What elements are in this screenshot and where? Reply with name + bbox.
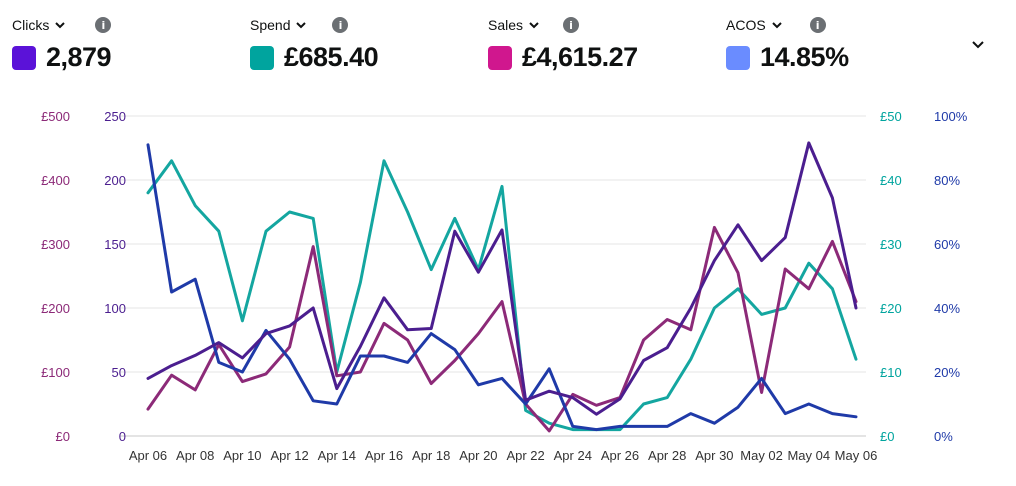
metric-label[interactable]: Clicks: [12, 17, 50, 33]
x-axis-tick-label: May 06: [835, 448, 878, 463]
chevron-down-icon[interactable]: [296, 20, 307, 30]
metric-header[interactable]: Spend i: [250, 14, 470, 36]
x-axis-tick-label: Apr 06: [129, 448, 167, 463]
x-axis-tick-label: Apr 30: [695, 448, 733, 463]
metric-header[interactable]: Sales i: [488, 14, 708, 36]
clicks-axis-tick-label: 250: [104, 109, 126, 124]
chevron-down-icon[interactable]: [771, 20, 782, 30]
metric-value: 14.85%: [760, 42, 849, 72]
x-axis-tick-label: Apr 10: [223, 448, 261, 463]
sales-axis-tick-label: £300: [41, 237, 70, 252]
acos-axis-tick-label: 60%: [934, 237, 960, 252]
metric-label[interactable]: Spend: [250, 17, 291, 33]
info-icon[interactable]: i: [563, 17, 580, 33]
metric-label[interactable]: ACOS: [726, 17, 766, 33]
clicks-axis-tick-label: 150: [104, 237, 126, 252]
clicks-axis-tick-label: 200: [104, 173, 126, 188]
sales-axis-tick-label: £500: [41, 109, 70, 124]
x-axis-tick-label: Apr 18: [412, 448, 450, 463]
chevron-down-icon[interactable]: [529, 20, 539, 30]
metric-acos: ACOS i 14.85%: [726, 14, 946, 73]
acos-axis-tick-label: 80%: [934, 173, 960, 188]
spend-axis-tick-label: £50: [880, 109, 902, 124]
info-icon[interactable]: i: [332, 17, 349, 33]
spend-axis-tick-label: £20: [880, 301, 902, 316]
sales-axis-tick-label: £100: [41, 365, 70, 380]
acos-axis-tick-label: 20%: [934, 365, 960, 380]
series-line-acos: [146, 143, 858, 432]
spend-axis-tick-label: £30: [880, 237, 902, 252]
x-axis-tick-label: Apr 26: [601, 448, 639, 463]
x-axis-tick-label: May 04: [787, 448, 830, 463]
metric-color-swatch[interactable]: [726, 45, 750, 70]
x-axis-tick-label: Apr 12: [270, 448, 308, 463]
sales-axis-tick-label: £200: [41, 301, 70, 316]
acos-axis-tick-label: 100%: [934, 109, 968, 124]
spend-axis-tick-label: £10: [880, 365, 902, 380]
sales-axis-tick-label: £400: [41, 173, 70, 188]
expand-chevron-icon[interactable]: [970, 38, 986, 52]
series-line-sales: [146, 225, 858, 433]
clicks-axis-tick-label: 0: [119, 429, 126, 444]
info-icon[interactable]: i: [809, 17, 826, 33]
metric-value: £685.40: [284, 42, 379, 72]
info-icon[interactable]: i: [95, 17, 112, 33]
metric-header[interactable]: ACOS i: [726, 14, 946, 36]
metrics-bar: Clicks i 2,879 Spend i £685.40 Sales i: [0, 0, 1016, 80]
x-axis-tick-label: Apr 22: [506, 448, 544, 463]
spend-axis-tick-label: £0: [880, 429, 894, 444]
chevron-down-icon[interactable]: [55, 20, 66, 30]
x-axis-tick-label: Apr 20: [459, 448, 497, 463]
metric-color-swatch[interactable]: [488, 45, 512, 70]
metric-value: £4,615.27: [522, 42, 638, 72]
clicks-axis-tick-label: 100: [104, 301, 126, 316]
metric-color-swatch[interactable]: [12, 45, 36, 70]
x-axis-tick-label: May 02: [740, 448, 783, 463]
sales-axis-tick-label: £0: [56, 429, 70, 444]
acos-axis-tick-label: 40%: [934, 301, 960, 316]
metric-sales: Sales i £4,615.27: [488, 14, 708, 73]
metric-spend: Spend i £685.40: [250, 14, 470, 73]
metric-label[interactable]: Sales: [488, 17, 524, 33]
x-axis-tick-label: Apr 14: [318, 448, 356, 463]
acos-axis-tick-label: 0%: [934, 429, 953, 444]
series-line-clicks: [146, 141, 858, 416]
metric-color-swatch[interactable]: [250, 45, 274, 70]
metric-clicks: Clicks i 2,879: [12, 14, 232, 73]
x-axis-tick-label: Apr 24: [554, 448, 592, 463]
x-axis-tick-label: Apr 16: [365, 448, 403, 463]
line-chart: £0 £100 £200 £300 £400 £500 0 50 100 150 200 250 £0 £…: [41, 109, 968, 463]
clicks-axis-tick-label: 50: [112, 365, 126, 380]
series-line-spend: [146, 159, 858, 432]
metric-header[interactable]: Clicks i: [12, 14, 232, 36]
spend-axis-tick-label: £40: [880, 173, 902, 188]
metric-value: 2,879: [46, 42, 112, 72]
x-axis-tick-label: Apr 28: [648, 448, 686, 463]
x-axis-tick-label: Apr 08: [176, 448, 214, 463]
